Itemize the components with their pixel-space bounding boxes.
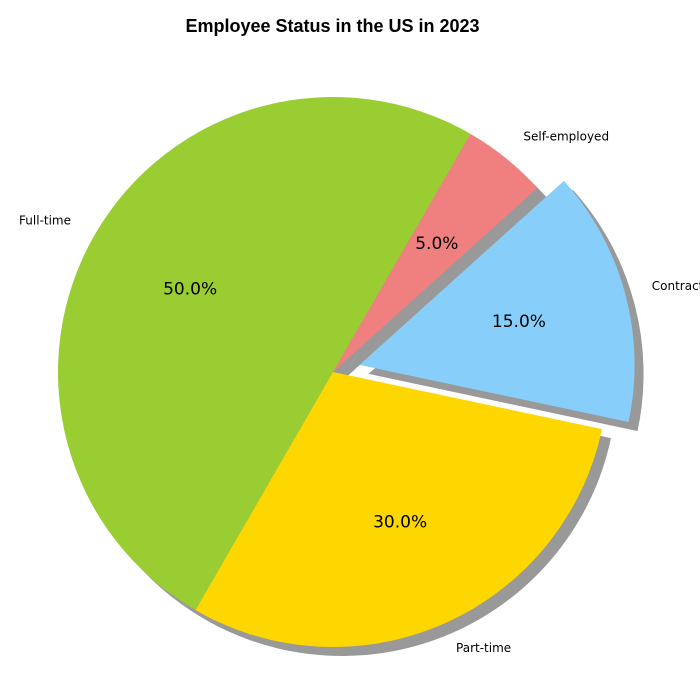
slice-label-self-employed: Self-employed bbox=[523, 129, 609, 143]
slice-contract bbox=[359, 180, 635, 423]
slice-label-part-time: Part-time bbox=[456, 641, 511, 655]
slice-label-contract: Contract bbox=[652, 279, 700, 293]
slice-layer bbox=[58, 96, 635, 648]
slice-pct-part-time: 30.0% bbox=[373, 513, 427, 533]
label-layer: Full-time 50.0% Part-time 30.0% Contract 15.0… bbox=[19, 129, 700, 654]
slice-full-time bbox=[58, 96, 471, 611]
slice-pct-self-employed: 5.0% bbox=[415, 234, 458, 254]
slice-label-full-time: Full-time bbox=[19, 213, 71, 227]
slice-pct-full-time: 50.0% bbox=[163, 280, 217, 300]
slice-part-time bbox=[195, 372, 602, 648]
slice-self-employed bbox=[333, 133, 538, 372]
chart-title: Employee Status in the US in 2023 bbox=[185, 16, 480, 36]
slice-pct-contract: 15.0% bbox=[492, 312, 546, 332]
